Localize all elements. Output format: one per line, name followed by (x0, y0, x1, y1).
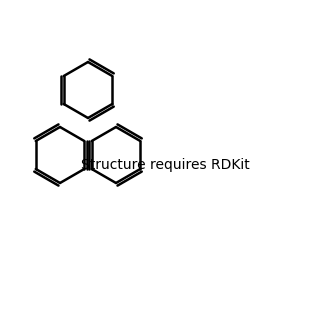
Text: Structure requires RDKit: Structure requires RDKit (81, 158, 249, 172)
